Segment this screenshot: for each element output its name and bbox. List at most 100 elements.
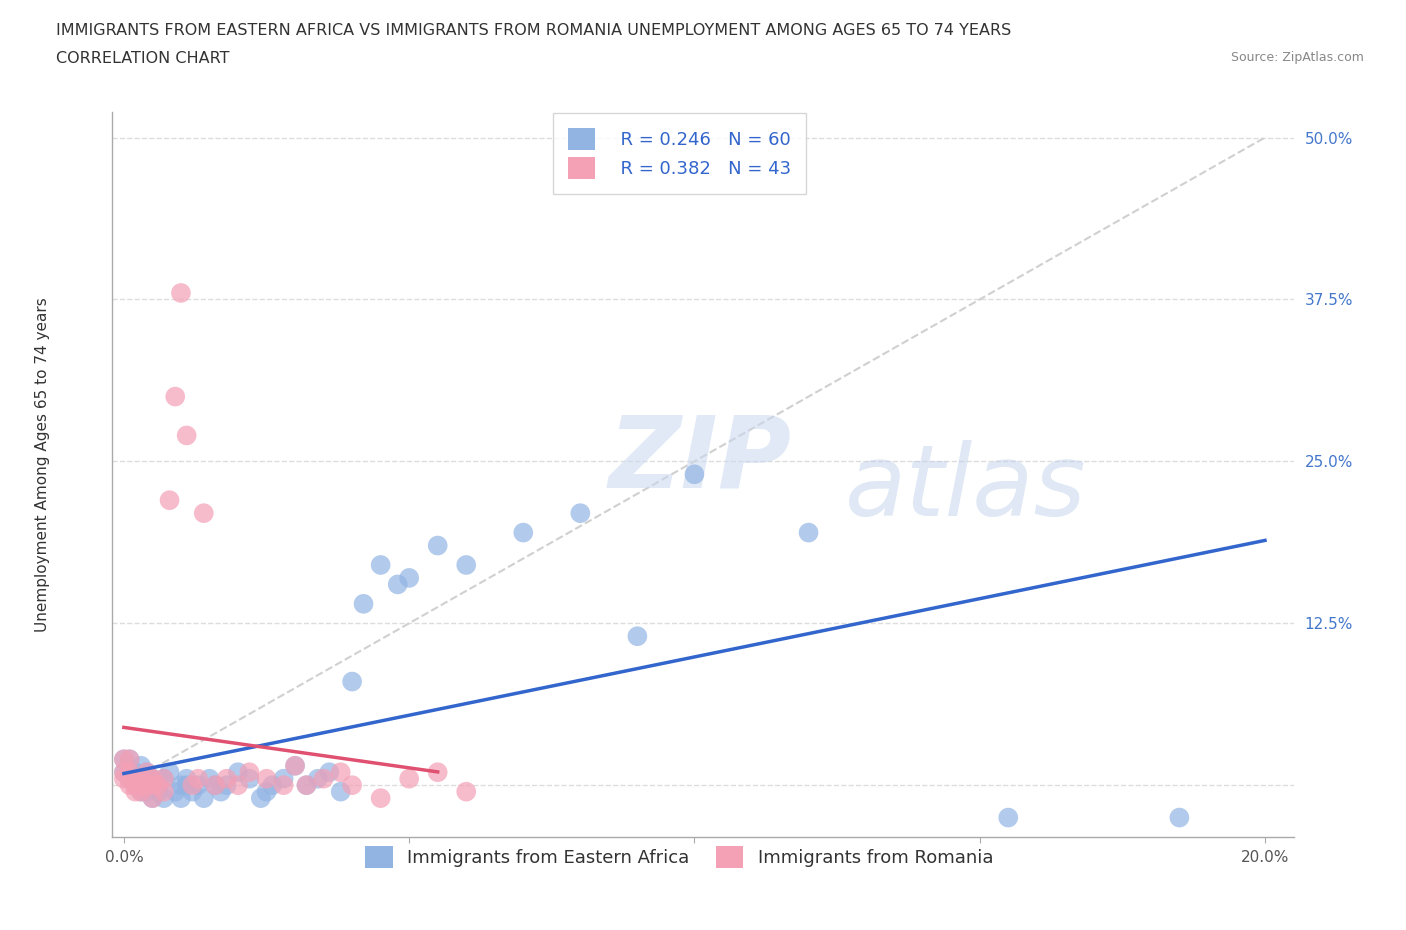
Point	[181, 784, 204, 799]
Point	[284, 758, 307, 773]
Point	[1168, 810, 1191, 825]
Point	[159, 764, 181, 779]
Point	[226, 777, 249, 792]
Point	[997, 810, 1019, 825]
Point	[135, 784, 157, 799]
Point	[295, 777, 318, 792]
Point	[129, 784, 152, 799]
Point	[176, 771, 198, 786]
Point	[176, 777, 198, 792]
Point	[146, 784, 169, 799]
Point	[129, 784, 152, 799]
Point	[124, 771, 146, 786]
Point	[387, 577, 409, 591]
Point	[153, 771, 176, 786]
Point	[204, 777, 226, 792]
Point	[135, 777, 157, 792]
Point	[209, 784, 232, 799]
Point	[124, 784, 146, 799]
Point	[181, 777, 204, 792]
Point	[135, 764, 157, 779]
Point	[569, 506, 592, 521]
Point	[153, 790, 176, 805]
Point	[170, 286, 193, 300]
Point	[329, 764, 352, 779]
Point	[198, 771, 221, 786]
Point	[129, 758, 152, 773]
Point	[250, 790, 273, 805]
Point	[146, 777, 169, 792]
Point	[153, 784, 176, 799]
Point	[141, 790, 163, 805]
Point	[187, 777, 209, 792]
Text: ZIP: ZIP	[609, 411, 792, 509]
Point	[118, 751, 141, 766]
Text: Source: ZipAtlas.com: Source: ZipAtlas.com	[1230, 51, 1364, 64]
Point	[165, 389, 187, 404]
Point	[124, 777, 146, 792]
Point	[176, 428, 198, 443]
Point	[340, 674, 363, 689]
Point	[426, 538, 449, 553]
Point	[226, 764, 249, 779]
Point	[456, 558, 478, 573]
Point	[124, 771, 146, 786]
Point	[170, 777, 193, 792]
Point	[307, 771, 329, 786]
Point	[273, 777, 295, 792]
Point	[683, 467, 706, 482]
Point	[141, 777, 163, 792]
Point	[129, 777, 152, 792]
Point	[118, 751, 141, 766]
Point	[124, 764, 146, 779]
Point	[135, 764, 157, 779]
Point	[165, 784, 187, 799]
Point	[141, 771, 163, 786]
Point	[135, 777, 157, 792]
Point	[112, 751, 135, 766]
Point	[626, 629, 648, 644]
Point	[256, 771, 278, 786]
Point	[398, 771, 420, 786]
Point	[193, 506, 215, 521]
Point	[215, 777, 238, 792]
Text: Unemployment Among Ages 65 to 74 years: Unemployment Among Ages 65 to 74 years	[35, 298, 49, 632]
Point	[262, 777, 284, 792]
Point	[370, 790, 392, 805]
Point	[238, 764, 260, 779]
Point	[340, 777, 363, 792]
Point	[112, 771, 135, 786]
Point	[118, 764, 141, 779]
Point	[797, 525, 820, 540]
Text: CORRELATION CHART: CORRELATION CHART	[56, 51, 229, 66]
Point	[129, 771, 152, 786]
Point	[187, 771, 209, 786]
Point	[318, 764, 340, 779]
Point	[273, 771, 295, 786]
Point	[312, 771, 335, 786]
Point	[295, 777, 318, 792]
Point	[238, 771, 260, 786]
Point	[146, 777, 169, 792]
Point	[112, 764, 135, 779]
Text: atlas: atlas	[845, 440, 1087, 538]
Point	[112, 764, 135, 779]
Legend: Immigrants from Eastern Africa, Immigrants from Romania: Immigrants from Eastern Africa, Immigran…	[359, 839, 1001, 875]
Point	[353, 596, 375, 611]
Point	[170, 790, 193, 805]
Point	[284, 758, 307, 773]
Point	[256, 784, 278, 799]
Point	[512, 525, 534, 540]
Point	[370, 558, 392, 573]
Point	[159, 493, 181, 508]
Point	[129, 777, 152, 792]
Point	[141, 777, 163, 792]
Point	[193, 790, 215, 805]
Point	[141, 790, 163, 805]
Point	[456, 784, 478, 799]
Point	[112, 751, 135, 766]
Point	[215, 771, 238, 786]
Point	[398, 570, 420, 585]
Point	[118, 764, 141, 779]
Point	[118, 771, 141, 786]
